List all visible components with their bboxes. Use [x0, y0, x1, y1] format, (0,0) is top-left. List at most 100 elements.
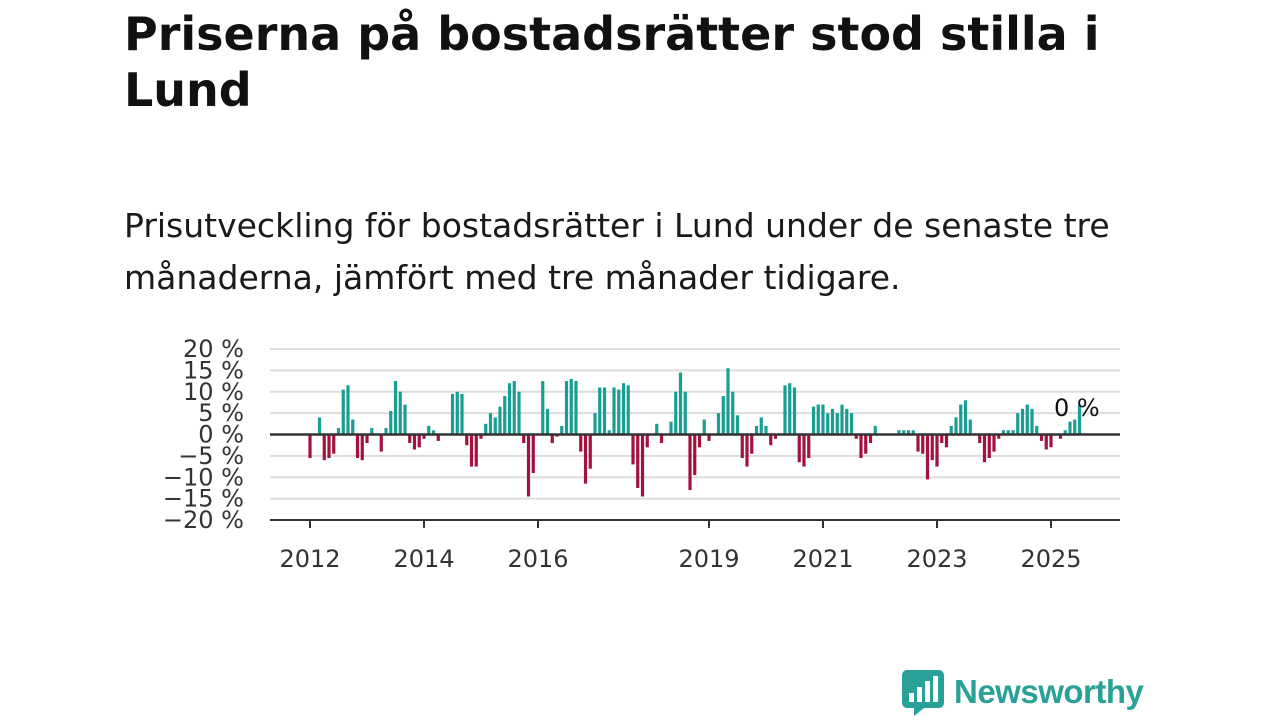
- bar: [526, 434, 531, 497]
- bar: [503, 396, 507, 435]
- bar: [792, 387, 797, 435]
- bar: [940, 434, 944, 444]
- bar: [935, 434, 939, 467]
- bar: [422, 434, 426, 439]
- bar: [469, 434, 474, 467]
- bar: [308, 434, 312, 459]
- bar: [1063, 430, 1067, 435]
- bar: [493, 417, 497, 435]
- bar: [450, 393, 455, 435]
- bar: [1025, 404, 1029, 435]
- bar: [821, 404, 825, 435]
- bar: [1035, 425, 1039, 435]
- bar: [1011, 430, 1015, 435]
- bar: [560, 425, 564, 435]
- bar: [769, 434, 773, 446]
- bar: [507, 383, 512, 435]
- bar: [954, 417, 958, 435]
- brand: Newsworthy: [902, 668, 1144, 716]
- bar: [474, 434, 478, 467]
- bar: [959, 404, 963, 435]
- bar: [574, 381, 578, 435]
- bar: [968, 419, 972, 435]
- bar: [807, 434, 811, 459]
- bar: [849, 413, 854, 435]
- bar: [716, 413, 721, 435]
- price-change-bar-chart: 20 %15 %10 %5 %0 %−5 %−10 %−15 %−20 % 20…: [163, 335, 1120, 573]
- bar: [845, 408, 849, 435]
- x-tick-label: 2019: [678, 545, 739, 573]
- bar: [740, 434, 744, 459]
- bar: [541, 381, 545, 435]
- bar: [963, 400, 968, 435]
- bar: [987, 434, 991, 459]
- bar: [1044, 434, 1048, 450]
- bar: [864, 434, 868, 454]
- bar: [1006, 430, 1010, 435]
- bar: [341, 389, 345, 435]
- y-tick-label: −20 %: [163, 506, 244, 534]
- bar: [830, 408, 835, 435]
- bar: [583, 434, 588, 484]
- bar: [750, 434, 754, 454]
- bar: [1016, 413, 1020, 435]
- bar: [327, 434, 331, 459]
- bar: [384, 428, 388, 435]
- bar: [802, 434, 806, 467]
- bar: [949, 425, 953, 435]
- bar: [683, 391, 687, 435]
- bar: [564, 381, 569, 435]
- bar: [645, 434, 649, 448]
- bar: [332, 434, 336, 454]
- bar: [826, 413, 830, 435]
- bar: [868, 434, 873, 444]
- bar: [545, 408, 550, 435]
- y-tick-label: 5 %: [198, 399, 244, 427]
- bar: [669, 421, 673, 435]
- bar: [702, 419, 706, 435]
- bar: [379, 434, 383, 452]
- bar: [721, 396, 725, 435]
- x-tick-label: 2014: [393, 545, 454, 573]
- bar: [811, 406, 816, 435]
- bar: [1001, 430, 1006, 435]
- bar: [346, 385, 350, 435]
- bar: [773, 434, 778, 439]
- y-tick-label: 0 %: [198, 421, 244, 449]
- x-axis-labels: 2012 2014 2016 2019 2021 2023 2025: [279, 545, 1081, 573]
- bar: [1039, 434, 1044, 441]
- bar: [479, 434, 483, 439]
- bar: [1073, 419, 1077, 435]
- x-tick-label: 2021: [792, 545, 853, 573]
- bar: [854, 434, 858, 439]
- bar: [488, 413, 493, 435]
- bar: [726, 368, 730, 435]
- bar: [783, 385, 787, 435]
- bar: [911, 430, 915, 435]
- bar: [322, 434, 326, 461]
- bar: [621, 383, 626, 435]
- bar: [484, 423, 488, 435]
- bar: [455, 391, 459, 435]
- bar: [754, 425, 759, 435]
- bar: [1068, 421, 1072, 435]
- bar: [816, 404, 820, 435]
- chart-title: Priserna på bostadsrätter stod stilla i …: [124, 7, 1100, 117]
- bar: [764, 425, 768, 435]
- bar: [607, 430, 611, 435]
- bar: [517, 391, 521, 435]
- bar: [427, 425, 431, 435]
- bar: [412, 434, 417, 450]
- bar: [978, 434, 982, 444]
- x-tick-label: 2016: [507, 545, 568, 573]
- newsworthy-logo-icon: [902, 670, 944, 716]
- bar: [317, 417, 322, 435]
- bar: [897, 430, 901, 435]
- y-tick-label: 20 %: [183, 335, 244, 363]
- bar: [930, 434, 934, 461]
- bar: [707, 434, 711, 441]
- bar: [674, 391, 678, 435]
- bars: [308, 368, 1082, 497]
- bar: [1020, 408, 1025, 435]
- bar: [355, 434, 360, 459]
